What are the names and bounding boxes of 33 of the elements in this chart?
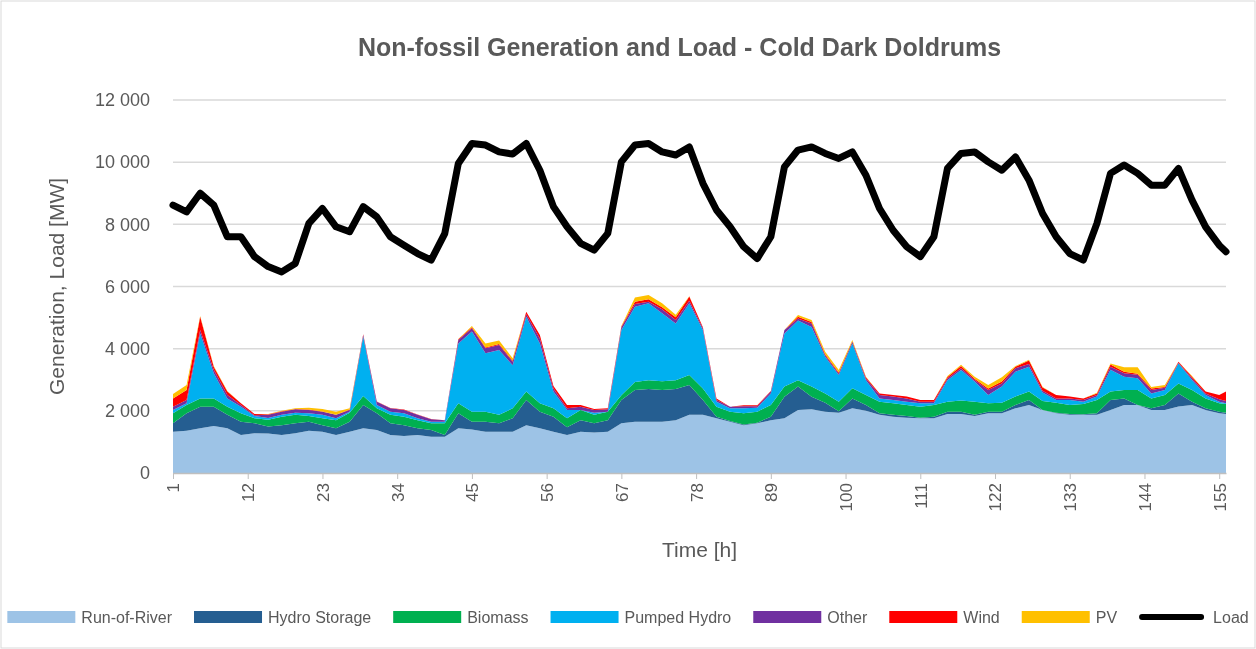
y-tick-label: 4 000 (104, 338, 150, 359)
y-tick-label: 10 000 (94, 152, 150, 173)
x-tick-label: 144 (1135, 483, 1155, 512)
x-tick-label: 1 (164, 483, 184, 493)
legend-label: Hydro Storage (268, 608, 372, 626)
legend-label: Load (1213, 608, 1249, 626)
legend-label: PV (1095, 608, 1118, 626)
y-tick-label: 12 000 (94, 90, 150, 111)
x-tick-label: 45 (463, 483, 483, 502)
chart-title: Non-fossil Generation and Load - Cold Dark Doldrums (357, 33, 1002, 61)
x-tick-label: 89 (762, 483, 782, 502)
x-tick-label: 122 (986, 483, 1006, 512)
x-tick-label: 67 (612, 483, 632, 502)
x-axis-title: Time [h] (661, 538, 738, 561)
y-tick-label: 8 000 (104, 214, 150, 235)
y-tick-label: 0 (139, 463, 150, 484)
x-tick-label: 56 (538, 483, 558, 502)
y-tick-label: 2 000 (104, 401, 150, 422)
y-tick-label: 6 000 (104, 276, 150, 297)
legend-label: Wind (963, 608, 1000, 626)
x-tick-label: 100 (837, 483, 857, 512)
legend-label: Run-of-River (81, 608, 173, 626)
x-tick-label: 78 (687, 483, 707, 502)
x-tick-label: 155 (1210, 483, 1230, 512)
x-tick-label: 34 (388, 483, 408, 502)
x-tick-label: 111 (911, 483, 931, 509)
x-tick-label: 12 (239, 483, 259, 502)
y-axis-title: Generation, Load [MW] (45, 177, 68, 396)
legend-label: Other (827, 608, 868, 626)
x-tick-label: 23 (313, 483, 333, 502)
x-tick-label: 133 (1061, 483, 1081, 512)
legend-label: Biomass (467, 608, 529, 626)
legend-label: Pumped Hydro (624, 608, 732, 626)
